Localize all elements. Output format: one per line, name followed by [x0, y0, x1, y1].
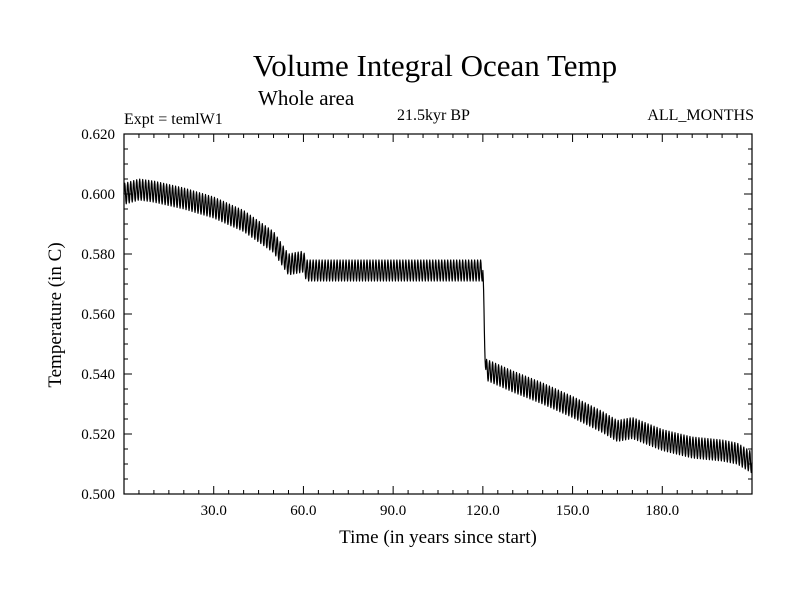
x-tick-label: 60.0	[290, 503, 316, 519]
x-tick-label: 180.0	[645, 503, 679, 519]
x-tick-label: 120.0	[466, 503, 500, 519]
x-tick-label: 150.0	[556, 503, 590, 519]
data-line-series-0	[123, 178, 753, 474]
months-label: ALL_MONTHS	[647, 107, 754, 124]
y-tick-label: 0.560	[81, 307, 115, 323]
y-tick-label: 0.580	[81, 247, 115, 263]
y-tick-label: 0.620	[81, 127, 115, 143]
y-tick-label: 0.520	[81, 427, 115, 443]
y-axis-label: Temperature (in C)	[45, 242, 66, 387]
y-tick-label: 0.500	[81, 487, 115, 503]
x-axis-label: Time (in years since start)	[339, 527, 537, 548]
experiment-label: Expt = temlW1	[124, 111, 223, 128]
y-tick-label: 0.540	[81, 367, 115, 383]
chart-subtitle: Whole area	[258, 86, 355, 110]
x-tick-label: 90.0	[380, 503, 406, 519]
y-tick-label: 0.600	[81, 187, 115, 203]
plot-area: 30.0 60.0 90.0 120.0 150.0 180.0 0.500 0.520 0.5…	[81, 127, 753, 519]
chart-title: Volume Integral Ocean Temp	[252, 48, 618, 83]
period-label: 21.5kyr BP	[397, 107, 470, 124]
x-tick-label: 30.0	[201, 503, 227, 519]
